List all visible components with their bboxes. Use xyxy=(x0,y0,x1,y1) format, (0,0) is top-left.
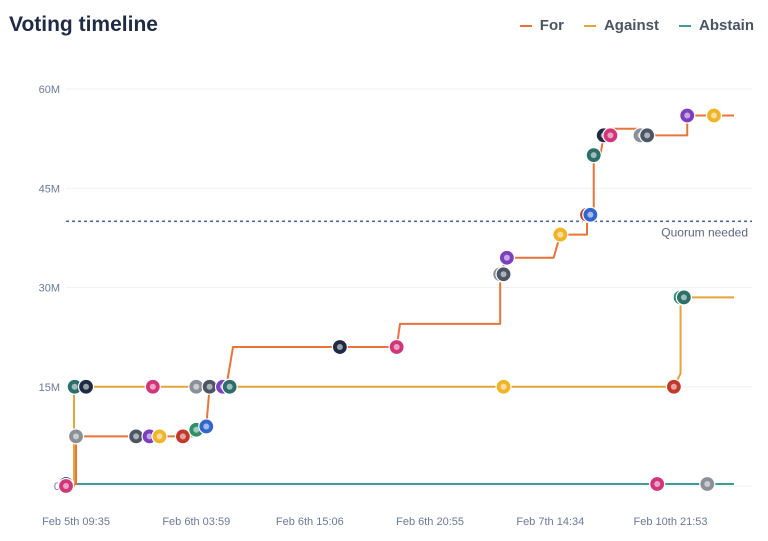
voter-avatar-detail-against xyxy=(670,383,677,390)
voter-avatar-detail-against xyxy=(193,383,200,390)
voter-avatar-detail-against xyxy=(680,294,687,301)
x-tick-label: Feb 7th 14:34 xyxy=(516,516,584,528)
voter-avatar-detail-for xyxy=(203,423,210,430)
y-tick-label: 45M xyxy=(39,183,60,195)
voter-avatar-detail-abstain xyxy=(654,481,661,488)
y-tick-label: 15M xyxy=(39,382,60,394)
legend-label-against: Against xyxy=(603,17,659,34)
legend-item-abstain[interactable]: Abstain xyxy=(678,17,754,34)
voter-avatar-detail-against xyxy=(500,383,507,390)
voter-avatar-detail-for xyxy=(503,254,510,261)
y-tick-label: 60M xyxy=(39,84,60,96)
legend-item-for[interactable]: For xyxy=(519,17,564,34)
voter-avatar-detail-for xyxy=(393,344,400,351)
voter-avatar-detail-for xyxy=(684,112,691,119)
voter-avatar-detail-for xyxy=(156,433,163,440)
voter-avatar-detail-for xyxy=(133,433,140,440)
x-tick-label: Feb 5th 09:35 xyxy=(42,516,110,528)
voter-avatar-detail-against xyxy=(206,383,213,390)
voter-avatar-detail-for xyxy=(179,433,186,440)
voter-avatar-detail-for xyxy=(193,426,200,433)
voter-avatar-detail-for xyxy=(63,483,69,489)
x-tick-label: Feb 6th 20:55 xyxy=(396,516,464,528)
legend-label-abstain: Abstain xyxy=(698,17,754,34)
voter-avatar-detail-for xyxy=(500,271,507,278)
voter-avatar-detail-against xyxy=(71,383,78,390)
y-tick-label: 30M xyxy=(39,283,60,295)
voter-avatar-detail-for xyxy=(587,211,594,218)
x-tick-label: Feb 10th 21:53 xyxy=(634,516,708,528)
voter-avatar-detail-for xyxy=(146,433,153,440)
x-tick-label: Feb 6th 15:06 xyxy=(276,516,344,528)
voter-avatar-detail-for xyxy=(590,152,597,159)
legend-label-for: For xyxy=(539,17,564,34)
chart-title: Voting timeline xyxy=(9,13,158,36)
legend-swatch-for xyxy=(519,24,532,27)
voter-avatar-detail-for xyxy=(226,383,233,390)
voter-avatar-detail-for xyxy=(644,132,651,139)
legend-item-against[interactable]: Against xyxy=(583,17,659,34)
voter-avatar-detail-for xyxy=(710,112,717,119)
legend-swatch-abstain xyxy=(678,24,691,27)
voter-avatar-detail-against xyxy=(149,383,156,390)
y-tick-label: 0 xyxy=(54,481,60,493)
quorum-label: Quorum needed xyxy=(661,225,748,239)
chart-legend: For Against Abstain xyxy=(519,17,754,34)
voter-avatar-detail-against xyxy=(83,383,90,390)
series-line-for xyxy=(65,114,734,487)
x-tick-label: Feb 6th 03:59 xyxy=(162,516,230,528)
voter-avatar-detail-for xyxy=(73,433,80,440)
legend-swatch-against xyxy=(583,24,596,27)
voter-avatar-detail-for xyxy=(607,132,614,139)
voter-avatar-detail-for xyxy=(336,344,343,351)
voter-avatar-detail-for xyxy=(557,231,564,238)
voter-avatar-detail-abstain xyxy=(704,481,711,488)
